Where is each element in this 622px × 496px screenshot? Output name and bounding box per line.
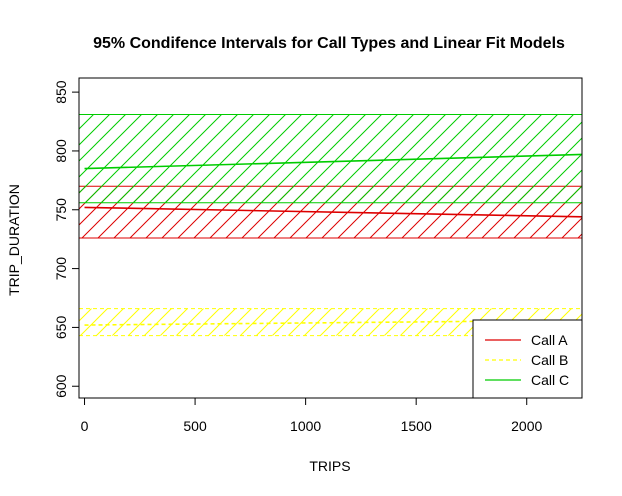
x-tick-label: 1500	[401, 418, 432, 434]
x-axis: 0 500 1000 1500 2000	[81, 398, 543, 434]
x-axis-label: TRIPS	[309, 458, 350, 474]
y-tick-label: 600	[53, 374, 69, 398]
y-axis: 600 650 700 750 800 850	[53, 80, 79, 398]
legend: Call A Call B Call C	[472, 319, 583, 399]
confidence-bands	[79, 113, 582, 337]
plot-frame	[78, 77, 583, 399]
chart-title: 95% Condifence Intervals for Call Types …	[93, 35, 565, 52]
y-tick-label: 700	[53, 257, 69, 281]
fit-line-1	[84, 206, 583, 218]
y-tick-label: 850	[53, 80, 69, 104]
legend-label-2: Call B	[531, 352, 568, 368]
x-tick-label: 2000	[511, 418, 542, 434]
y-axis-label: TRIP_DURATION	[6, 184, 22, 296]
legend-box	[472, 319, 583, 399]
legend-label-1: Call A	[531, 332, 568, 348]
y-tick-label: 800	[53, 139, 69, 163]
x-tick-label: 1000	[290, 418, 321, 434]
y-tick-label: 650	[53, 316, 69, 340]
y-tick-label: 750	[53, 198, 69, 222]
legend-label-3: Call C	[531, 372, 569, 388]
fit-line-3	[84, 153, 583, 170]
ci-band-3	[79, 114, 582, 203]
x-tick-label: 0	[81, 418, 89, 434]
x-tick-label: 500	[183, 418, 207, 434]
